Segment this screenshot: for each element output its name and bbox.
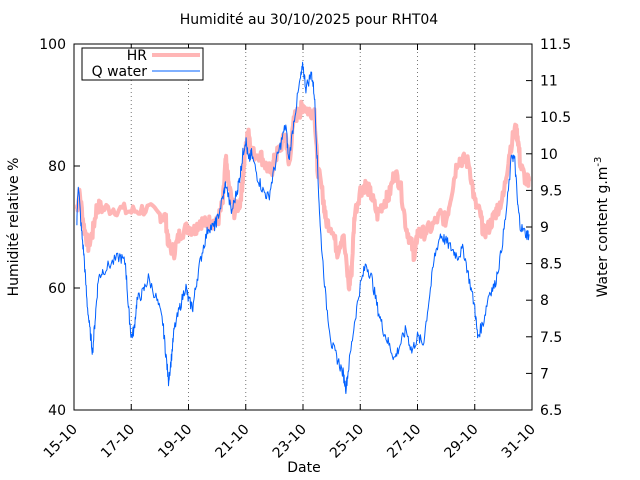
y2-tick-label: 7 <box>540 366 549 382</box>
x-tick-label: 25-10 <box>327 422 367 462</box>
y-axis-right: 6.5 7 7.5 8 8.5 9 9.5 10 10.5 11 11.5 <box>526 37 571 419</box>
x-tick-label: 31-10 <box>499 422 539 462</box>
y2-tick-label: 11.5 <box>540 37 571 53</box>
x-axis-title: Date <box>287 460 320 476</box>
y2-tick-label: 10.5 <box>540 110 571 126</box>
legend-label-q-water: Q water <box>92 64 148 80</box>
y2-axis-title-exponent: -3 <box>593 157 604 167</box>
series-line-hr <box>74 99 532 292</box>
x-tick-label: 23-10 <box>270 422 310 462</box>
plot-frame <box>73 43 533 411</box>
x-axis: 15-10 17-10 19-10 21-10 23-10 25-10 27-10 29-10… <box>41 44 539 462</box>
y2-tick-label: 8.5 <box>540 257 562 273</box>
legend-label-hr: HR <box>127 48 148 64</box>
series-layer <box>74 61 532 394</box>
y-tick-label: 80 <box>48 159 66 175</box>
y-tick-label: 100 <box>39 37 66 53</box>
y2-tick-label: 6.5 <box>540 403 562 419</box>
x-tick-label: 15-10 <box>41 422 81 462</box>
y-tick-label: 60 <box>48 281 66 297</box>
y-axis-title: Humidité relative % <box>6 158 22 297</box>
series-line-q-water <box>76 61 530 394</box>
y2-tick-label: 8 <box>540 293 549 309</box>
y2-axis-title: Water content g.m-3 <box>593 157 611 298</box>
y-tick-label: 40 <box>48 403 66 419</box>
x-tick-label: 17-10 <box>98 422 138 462</box>
y2-tick-label: 7.5 <box>540 330 562 346</box>
legend: HR Q water <box>81 47 204 81</box>
y2-axis-title-base: Water content g.m <box>595 167 611 298</box>
chart-title: Humidité au 30/10/2025 pour RHT04 <box>180 12 439 28</box>
x-tick-label: 27-10 <box>384 422 424 462</box>
y-axis-left: 40 60 80 100 <box>39 37 80 419</box>
y2-tick-label: 9 <box>540 220 549 236</box>
y2-tick-label: 9.5 <box>540 183 562 199</box>
y2-tick-label: 11 <box>540 74 558 90</box>
x-tick-label: 19-10 <box>155 422 195 462</box>
y2-tick-label: 10 <box>540 147 558 163</box>
x-tick-label: 29-10 <box>441 422 481 462</box>
x-tick-label: 21-10 <box>212 422 252 462</box>
